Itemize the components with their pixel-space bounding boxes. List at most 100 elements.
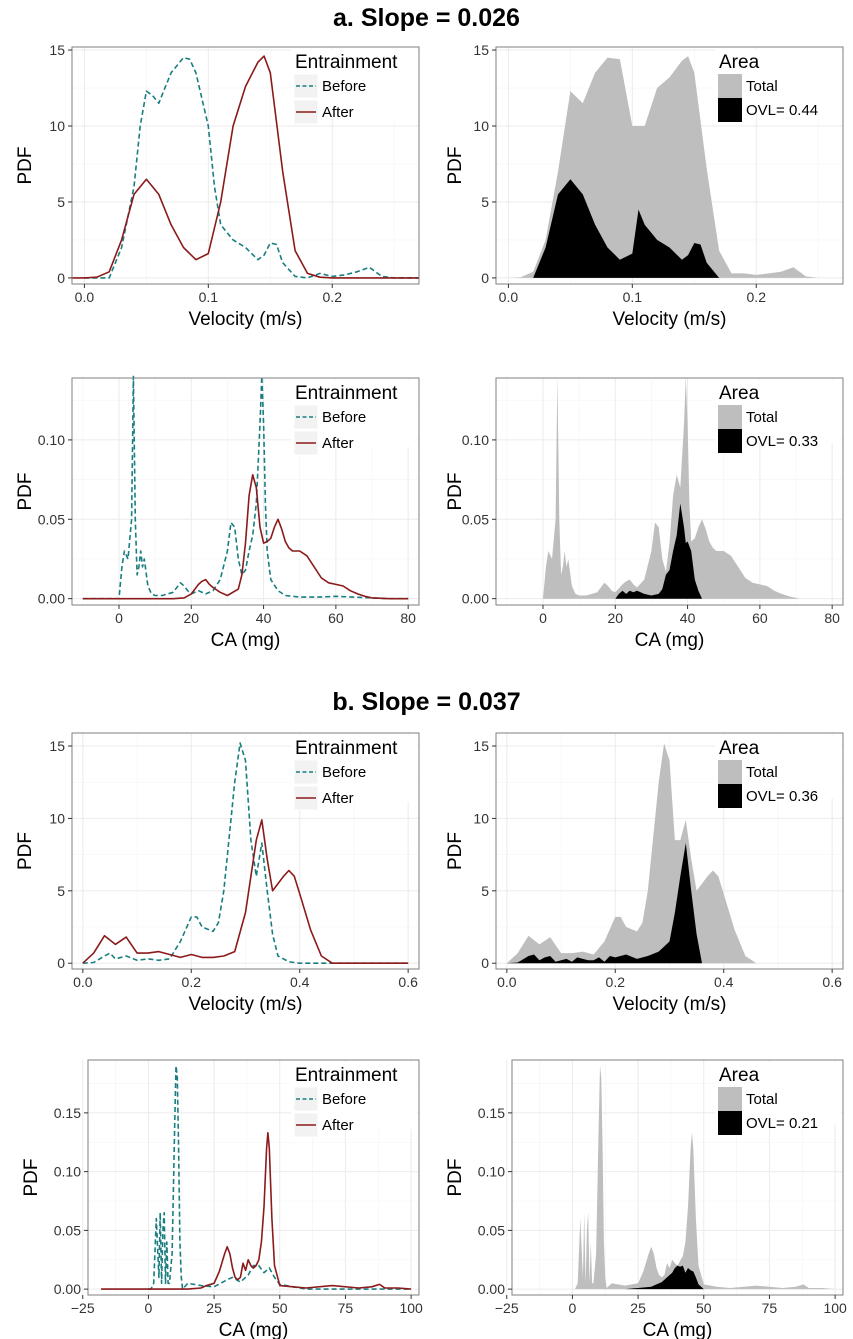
- chart-2-after-line: [82, 473, 409, 600]
- chart-3-legend-key-ovl: [718, 429, 742, 453]
- chart-5-x-tick-label: 0.6: [822, 974, 842, 990]
- chart-5-x-tick-label: 0.4: [714, 974, 734, 990]
- chart-3-total-area: [543, 376, 800, 599]
- chart-5-y-tick-label: 0: [481, 955, 489, 971]
- chart-4-legend-label-before: Before: [322, 764, 366, 781]
- chart-3-x-tick-label: 60: [752, 610, 768, 626]
- chart-2-panel-border: [71, 377, 420, 606]
- chart-2-y-axis-label: PDF: [15, 473, 36, 511]
- chart-4-legend-title: Entrainment: [295, 738, 398, 759]
- chart-5-x-axis-label: Velocity (m/s): [612, 994, 726, 1015]
- chart-0-y-axis-label: PDF: [15, 147, 36, 185]
- chart-7-legend-key-ovl: [718, 1111, 742, 1135]
- chart-4-legend-label-after: After: [322, 790, 354, 807]
- chart-4-y-tick-label: 10: [49, 810, 65, 826]
- chart-0-x-tick-label: 0.0: [75, 289, 95, 305]
- chart-1-ovl-area: [533, 179, 720, 278]
- chart-3-legend-title: Area: [719, 383, 760, 404]
- chart-3-x-tick-label: 80: [824, 610, 840, 626]
- chart-2-x-tick-label: 20: [183, 610, 199, 626]
- chart-6-y-tick-label: 0.00: [54, 1281, 81, 1297]
- chart-3-x-tick-label: 40: [680, 610, 696, 626]
- chart-7-y-tick-label: 0.10: [478, 1164, 505, 1180]
- chart-2-x-tick-label: 60: [328, 610, 344, 626]
- section-a-title: a. Slope = 0.026: [333, 4, 520, 32]
- chart-0-y-tick-label: 5: [57, 194, 65, 210]
- chart-3-x-axis-label: CA (mg): [635, 630, 705, 651]
- chart-1-y-tick-label: 15: [473, 42, 489, 58]
- chart-1-x-tick-label: 0.2: [747, 289, 767, 305]
- chart-7-x-axis-label: CA (mg): [643, 1320, 713, 1339]
- chart-7-legend-key-total: [718, 1087, 742, 1111]
- chart-7-y-tick-label: 0.00: [478, 1281, 505, 1297]
- chart-6-y-tick-label: 0.10: [54, 1164, 81, 1180]
- chart-4-x-tick-label: 0.4: [290, 974, 310, 990]
- chart-6-y-axis-label: PDF: [21, 1159, 42, 1197]
- chart-2-x-tick-label: 80: [400, 610, 416, 626]
- section-b-title: b. Slope = 0.037: [332, 688, 521, 716]
- chart-5-ovl-area: [506, 843, 702, 964]
- chart-5-legend-title: Area: [719, 738, 760, 759]
- chart-2-x-axis-label: CA (mg): [211, 630, 281, 651]
- chart-3-x-tick-label: 20: [607, 610, 623, 626]
- chart-5-y-tick-label: 10: [473, 810, 489, 826]
- chart-7-panel-border: [511, 1059, 844, 1296]
- chart-0-after-line: [72, 55, 419, 279]
- chart-2-y-tick-label: 0.05: [38, 511, 65, 527]
- chart-5-legend-label-ovl: OVL= 0.36: [746, 788, 818, 805]
- chart-1-y-tick-label: 5: [481, 194, 489, 210]
- chart-6-legend-label-before: Before: [322, 1091, 366, 1108]
- chart-3-legend-label-total: Total: [746, 409, 778, 426]
- chart-7-legend-label-total: Total: [746, 1091, 778, 1108]
- chart-5-total-area: [506, 743, 757, 964]
- chart-6-x-tick-label: −25: [71, 1300, 95, 1316]
- chart-7-x-tick-label: 100: [823, 1300, 847, 1316]
- chart-2-x-tick-label: 0: [115, 610, 123, 626]
- chart-6-x-tick-label: 25: [206, 1300, 222, 1316]
- chart-4-x-axis-label: Velocity (m/s): [188, 994, 302, 1015]
- chart-6-y-tick-label: 0.15: [54, 1105, 81, 1121]
- chart-3-panel-border: [495, 377, 844, 606]
- chart-0-x-axis-label: Velocity (m/s): [188, 309, 302, 330]
- chart-1-x-axis-label: Velocity (m/s): [612, 309, 726, 330]
- chart-3-y-tick-label: 0.05: [462, 511, 489, 527]
- chart-0-legend-label-after: After: [322, 104, 354, 121]
- chart-4-y-tick-label: 5: [57, 883, 65, 899]
- chart-0-legend-title: Entrainment: [295, 52, 398, 73]
- chart-7-x-tick-label: 25: [630, 1300, 646, 1316]
- chart-2-legend-title: Entrainment: [295, 383, 398, 404]
- chart-5-panel-border: [495, 732, 844, 970]
- chart-1-x-tick-label: 0.1: [623, 289, 643, 305]
- chart-7-x-tick-label: 75: [762, 1300, 778, 1316]
- chart-1-y-tick-label: 10: [473, 118, 489, 134]
- chart-1-legend-label-ovl: OVL= 0.44: [746, 102, 818, 119]
- chart-2-x-tick-label: 40: [256, 610, 272, 626]
- chart-0-legend-label-before: Before: [322, 78, 366, 95]
- chart-3-y-tick-label: 0.00: [462, 591, 489, 607]
- chart-6-legend-label-after: After: [322, 1117, 354, 1134]
- chart-5-y-axis-label: PDF: [445, 832, 466, 870]
- chart-6-x-tick-label: 0: [145, 1300, 153, 1316]
- chart-6-x-axis-label: CA (mg): [219, 1320, 289, 1339]
- chart-0-y-tick-label: 0: [57, 270, 65, 286]
- chart-4-panel-border: [71, 732, 420, 970]
- chart-0-y-tick-label: 10: [49, 118, 65, 134]
- chart-5-legend-label-total: Total: [746, 764, 778, 781]
- chart-4-y-axis-label: PDF: [15, 832, 36, 870]
- chart-0-panel-border: [71, 46, 420, 285]
- chart-5-legend-key-total: [718, 760, 742, 784]
- chart-4-after-line: [82, 819, 409, 965]
- chart-5-legend-key-ovl: [718, 784, 742, 808]
- chart-7-x-tick-label: −25: [495, 1300, 519, 1316]
- chart-6-x-tick-label: 100: [399, 1300, 423, 1316]
- chart-6-x-tick-label: 50: [272, 1300, 288, 1316]
- chart-7-ovl-area: [625, 1265, 704, 1290]
- chart-3-legend-label-ovl: OVL= 0.33: [746, 433, 818, 450]
- chart-2-legend-label-before: Before: [322, 409, 366, 426]
- chart-2-y-tick-label: 0.10: [38, 432, 65, 448]
- chart-7-y-tick-label: 0.15: [478, 1105, 505, 1121]
- chart-4-x-tick-label: 0.0: [73, 974, 93, 990]
- chart-7-x-tick-label: 0: [569, 1300, 577, 1316]
- chart-0-y-tick-label: 15: [49, 42, 65, 58]
